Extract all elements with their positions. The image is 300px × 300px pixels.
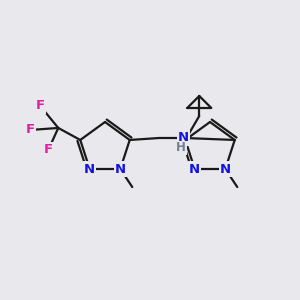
Text: H: H xyxy=(176,142,186,154)
Text: N: N xyxy=(84,163,95,176)
Text: N: N xyxy=(178,131,189,145)
Text: N: N xyxy=(189,163,200,176)
Text: F: F xyxy=(36,100,45,112)
Text: F: F xyxy=(26,124,35,136)
Text: N: N xyxy=(115,163,126,176)
Text: N: N xyxy=(220,163,231,176)
Text: F: F xyxy=(44,143,53,157)
